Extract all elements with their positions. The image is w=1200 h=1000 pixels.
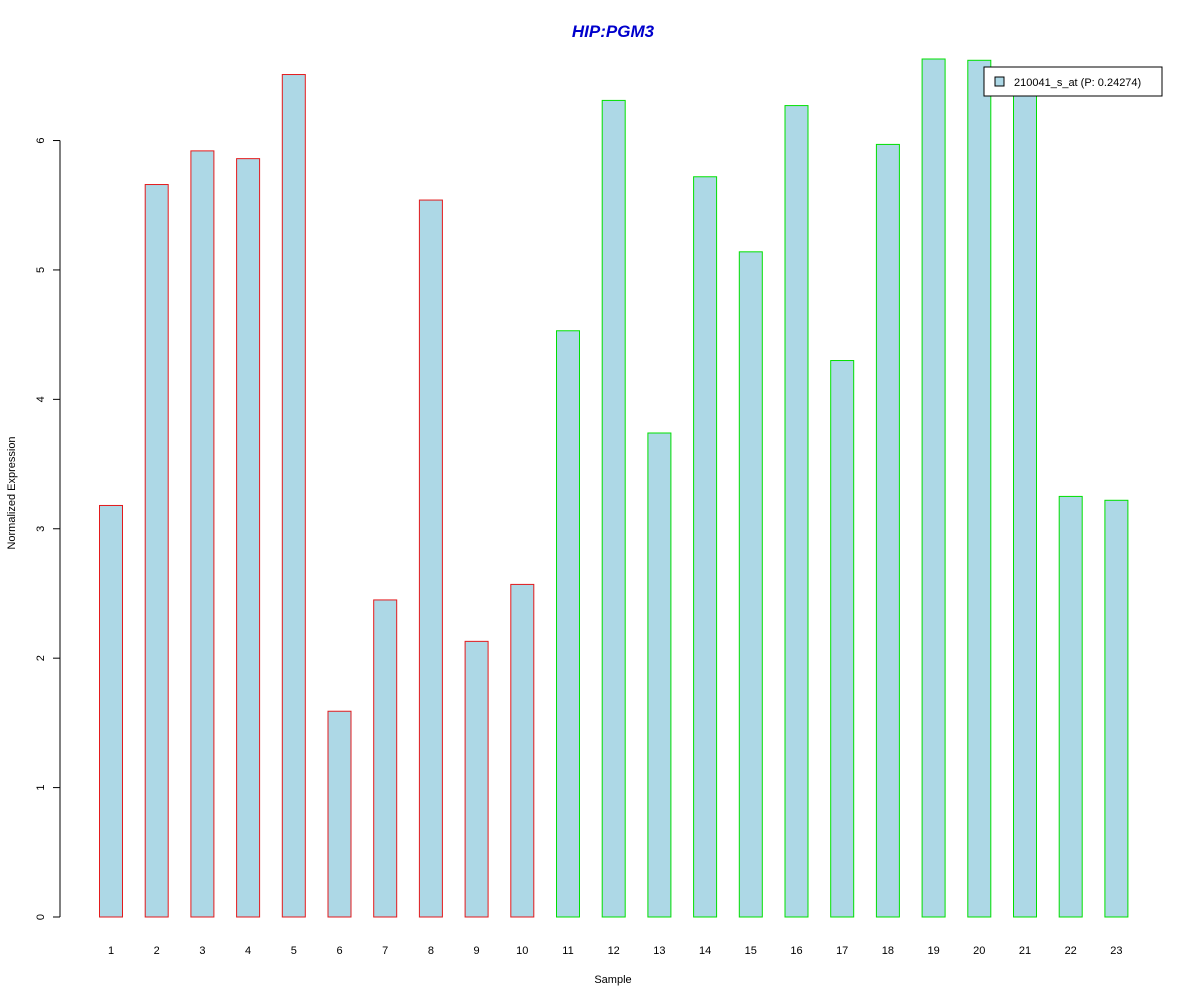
x-tick-label: 6 (336, 945, 342, 957)
x-axis: 1 2 3 4 5 6 7 8 9 10 11 12 13 14 15 16 17 18 19 20 21 22 23 (108, 945, 1123, 957)
x-tick-label: 16 (790, 945, 802, 957)
x-tick-label: 14 (699, 945, 711, 957)
bar-sample-16 (784, 105, 809, 918)
legend-swatch (994, 76, 1005, 87)
bar-sample-4 (236, 158, 261, 918)
x-tick-label: 13 (653, 945, 665, 957)
x-axis-label: Sample (594, 974, 631, 986)
x-tick-label: 20 (973, 945, 985, 957)
bar-sample-3 (190, 150, 215, 918)
bar-sample-15 (738, 251, 763, 918)
bar-sample-12 (601, 99, 626, 918)
y-tick-label: 3 (35, 526, 47, 532)
x-tick-label: 23 (1110, 945, 1122, 957)
x-tick-label: 10 (516, 945, 528, 957)
x-tick-label: 21 (1019, 945, 1031, 957)
bar-sample-5 (281, 74, 306, 918)
bar-sample-8 (418, 199, 443, 918)
bar-sample-21 (1013, 90, 1037, 918)
bar-sample-22 (1058, 495, 1083, 918)
y-tick-label: 5 (35, 267, 47, 273)
bar-sample-14 (693, 176, 718, 918)
x-tick-label: 18 (882, 945, 894, 957)
bar-sample-13 (647, 432, 672, 918)
bar-sample-23 (1104, 499, 1129, 918)
x-tick-label: 15 (745, 945, 757, 957)
x-tick-label: 1 (108, 945, 114, 957)
x-tick-label: 5 (291, 945, 297, 957)
x-tick-label: 12 (608, 945, 620, 957)
y-tick-label: 0 (35, 914, 47, 920)
y-tick-label: 1 (35, 785, 47, 791)
legend: 210041_s_at (P: 0.24274) (983, 66, 1163, 97)
bar-sample-11 (556, 330, 580, 918)
bar-sample-9 (464, 640, 489, 918)
bar-sample-7 (373, 599, 398, 918)
bar-sample-1 (99, 504, 123, 918)
y-tick-label: 2 (35, 655, 47, 661)
x-tick-label: 11 (562, 945, 573, 957)
x-tick-label: 17 (836, 945, 848, 957)
x-tick-label: 19 (927, 945, 939, 957)
bar-sample-2 (144, 184, 169, 918)
x-tick-label: 3 (199, 945, 205, 957)
y-axis-label: Normalized Expression (6, 436, 18, 549)
x-tick-label: 8 (428, 945, 434, 957)
chart-title: HIP:PGM3 (572, 22, 655, 41)
x-tick-label: 2 (154, 945, 160, 957)
legend-box (983, 66, 1163, 97)
bar-sample-10 (510, 583, 535, 918)
bar-sample-17 (830, 360, 855, 918)
bar-sample-19 (921, 58, 946, 918)
y-tick-label: 6 (35, 137, 47, 143)
y-axis: 0 1 2 3 4 5 6 (35, 137, 61, 920)
bar-sample-20 (967, 59, 992, 918)
y-tick-label: 4 (35, 396, 47, 402)
x-tick-label: 4 (245, 945, 251, 957)
bar-sample-6 (327, 710, 352, 918)
legend-entry-label: 210041_s_at (P: 0.24274) (1014, 77, 1141, 89)
x-tick-label: 9 (474, 945, 480, 957)
bar-sample-18 (875, 143, 900, 918)
bars-group (99, 58, 1129, 918)
x-tick-label: 7 (382, 945, 388, 957)
x-tick-label: 22 (1065, 945, 1077, 957)
